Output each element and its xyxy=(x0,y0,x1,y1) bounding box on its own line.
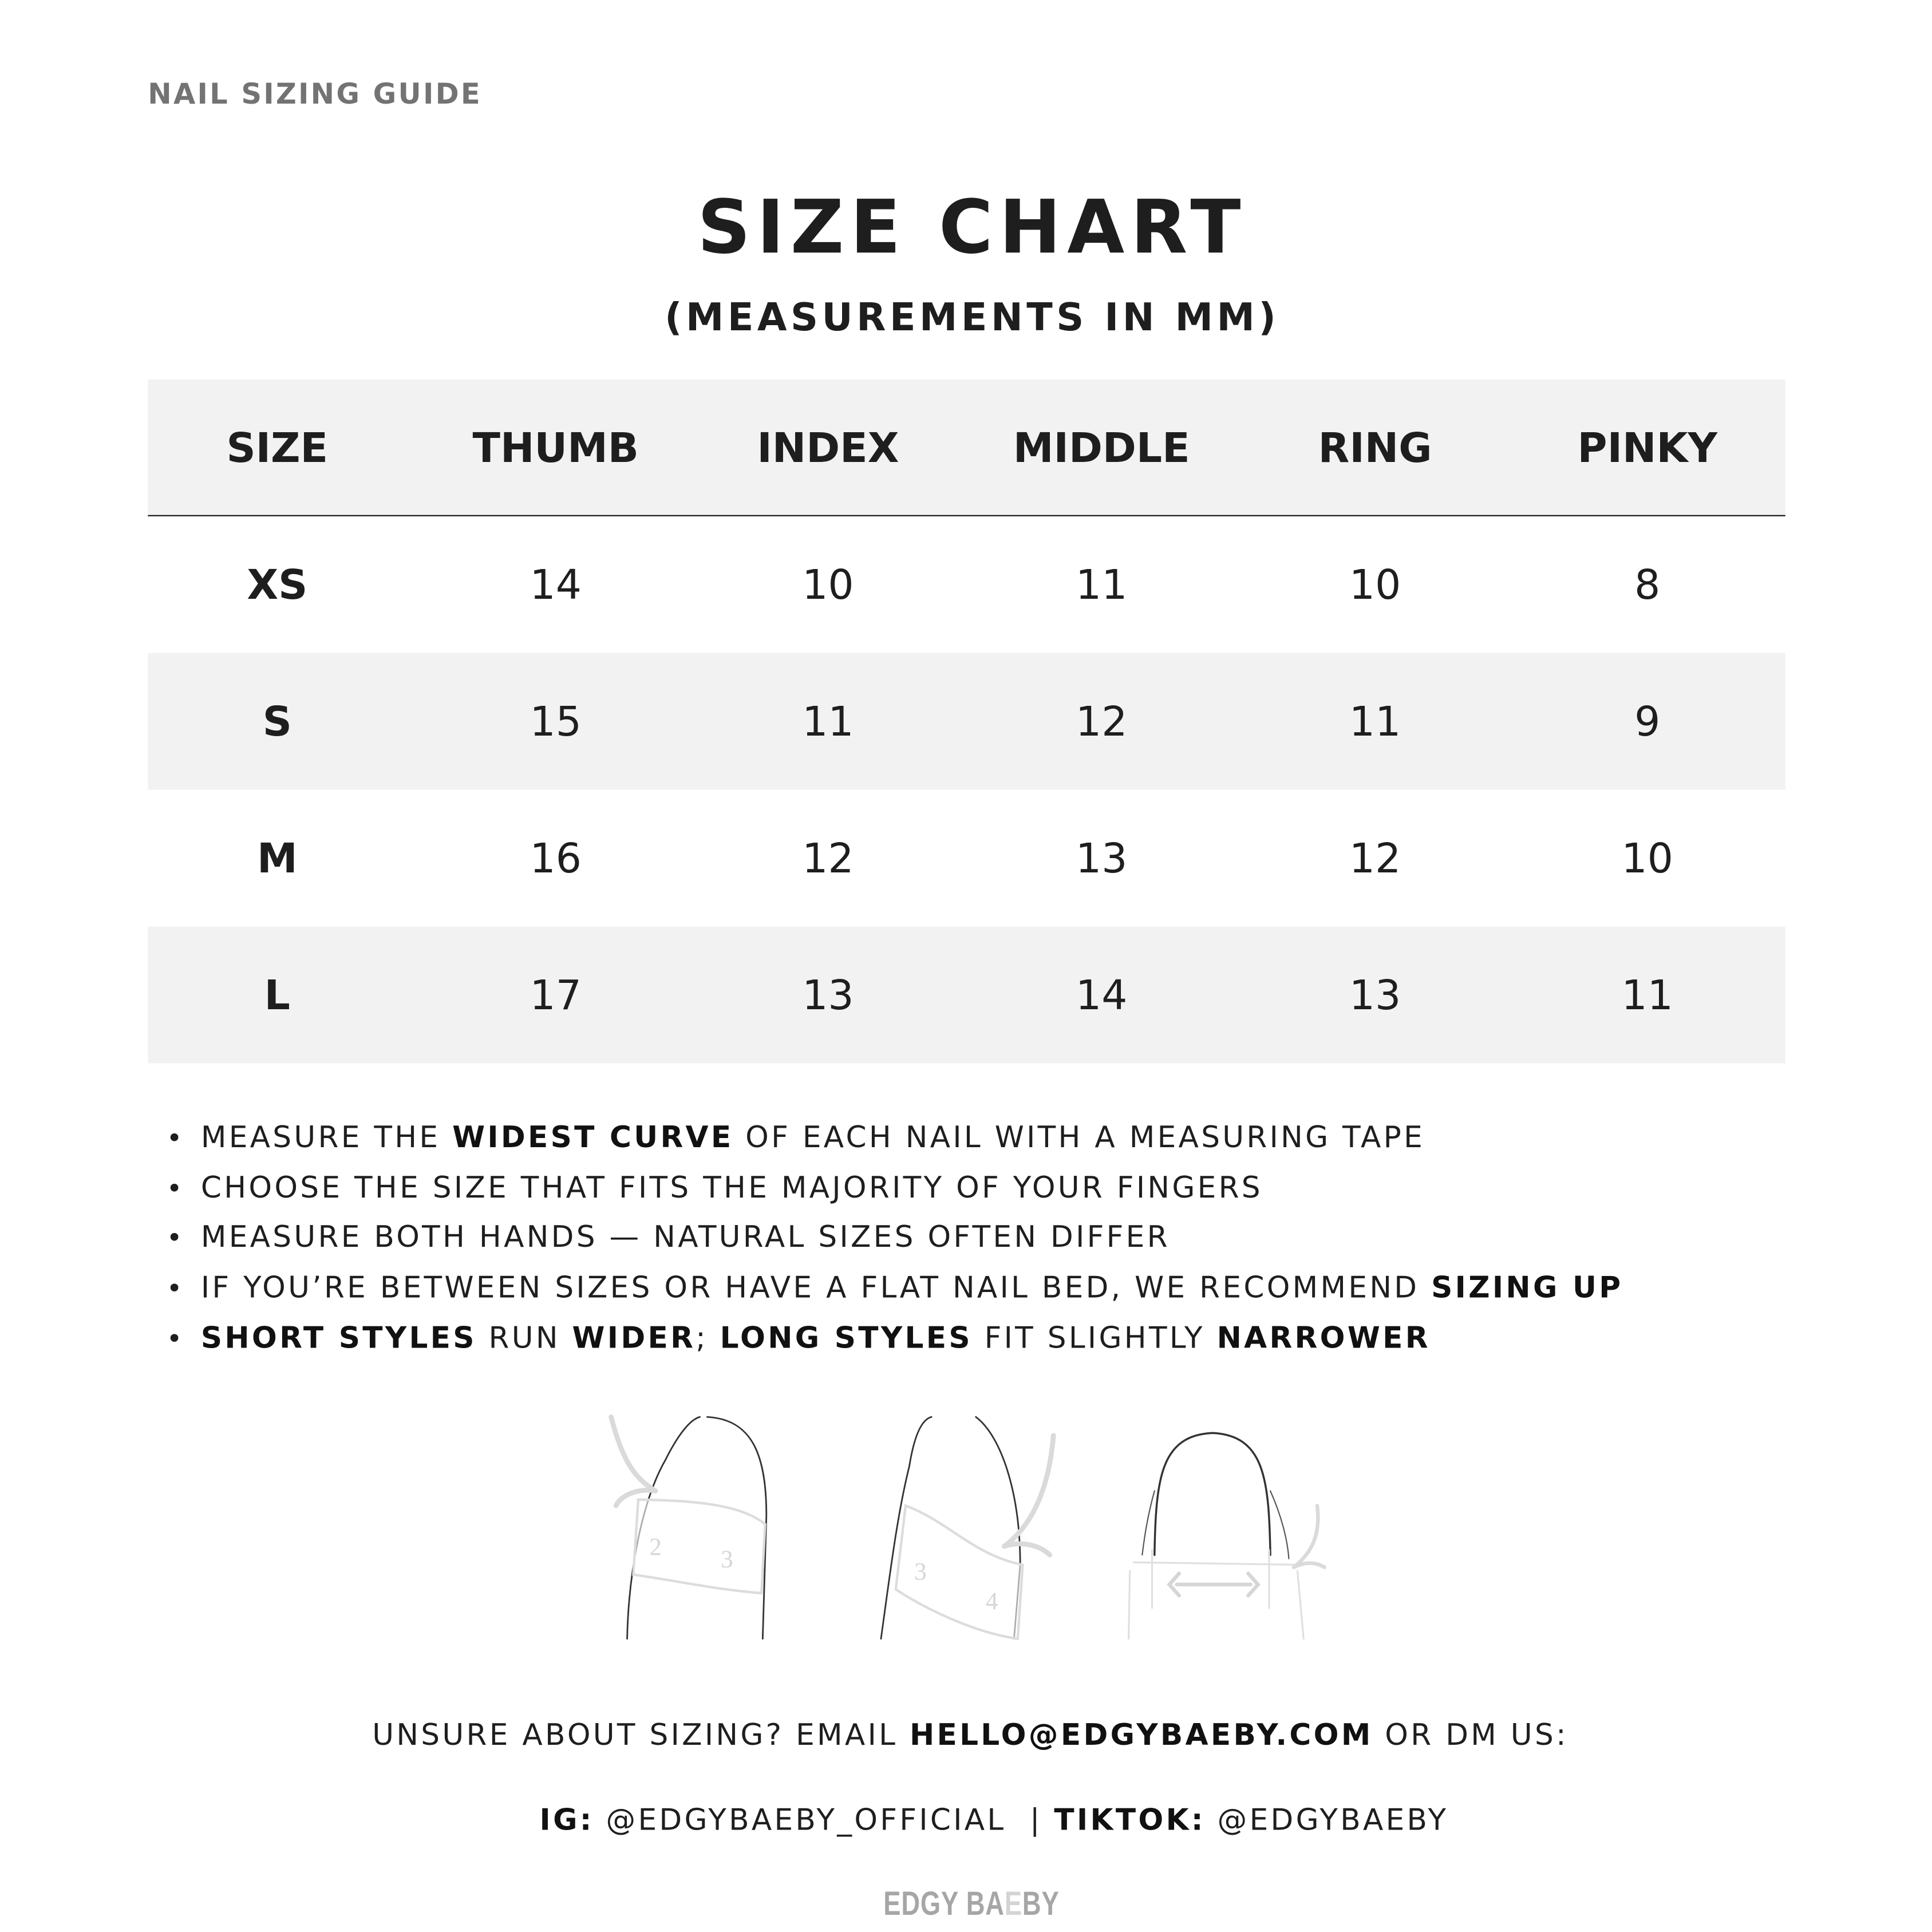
table-row: S 15 11 12 11 9 xyxy=(148,653,1785,790)
arrow-icon xyxy=(1001,1433,1056,1558)
table-cell: 12 xyxy=(1349,834,1401,883)
finger-outline xyxy=(880,1416,933,1640)
ig-handle[interactable]: @EDGYBAEBY_OFFICIAL xyxy=(594,1802,1030,1838)
table-cell: 13 xyxy=(1076,834,1128,883)
brand-logo: EDGY BAEBY xyxy=(883,1885,1060,1922)
finger-outline xyxy=(626,1416,701,1640)
tip-text: OF EACH NAIL WITH A MEASURING TAPE xyxy=(733,1120,1425,1155)
tip-text: NARROWER xyxy=(1216,1320,1431,1356)
email-link[interactable]: HELLO@EDGYBAEBY.COM xyxy=(909,1717,1373,1752)
tip-text: CHOOSE THE SIZE THAT FITS THE MAJORITY O… xyxy=(200,1170,1263,1205)
nail-outline xyxy=(1153,1432,1271,1556)
table-cell: 10 xyxy=(1621,834,1673,883)
tip-text: LONG STYLES xyxy=(720,1320,973,1356)
tip-item: SHORT STYLES RUN WIDER; LONG STYLES FIT … xyxy=(167,1317,1623,1367)
tip-text: RUN xyxy=(476,1320,572,1356)
contact-text: UNSURE ABOUT SIZING? EMAIL xyxy=(372,1717,910,1752)
finger-outline xyxy=(1141,1490,1155,1556)
contact-line-1: UNSURE ABOUT SIZING? EMAIL HELLO@EDGYBAE… xyxy=(0,1717,1932,1752)
table-cell: 17 xyxy=(530,971,582,1020)
tip-item: CHOOSE THE SIZE THAT FITS THE MAJORITY O… xyxy=(167,1167,1623,1217)
table-cell: 10 xyxy=(1349,560,1401,609)
column-header: INDEX xyxy=(757,423,899,472)
arrow-icon xyxy=(609,1414,658,1508)
tape-number: 3 xyxy=(721,1546,733,1573)
size-label: M xyxy=(256,834,298,883)
column-header: SIZE xyxy=(226,423,329,472)
table-row: XS 14 10 11 10 8 xyxy=(148,516,1785,653)
table-row: L 17 13 14 13 11 xyxy=(148,926,1785,1064)
kicker: NAIL SIZING GUIDE xyxy=(148,78,482,111)
tip-text: SHORT STYLES xyxy=(200,1320,477,1356)
table-header-row: SIZE THUMB INDEX MIDDLE RING PINKY xyxy=(148,379,1785,516)
tiktok-handle[interactable]: @EDGYBAEBY xyxy=(1205,1802,1449,1838)
tip-text: IF YOU’RE BETWEEN SIZES OR HAVE A FLAT N… xyxy=(200,1270,1432,1305)
finger-outline xyxy=(1270,1490,1290,1559)
table-cell: 11 xyxy=(1621,971,1673,1020)
tiktok-label: TIKTOK: xyxy=(1054,1802,1206,1838)
table-cell: 16 xyxy=(530,834,582,883)
table-cell: 14 xyxy=(1076,971,1128,1020)
tip-item: IF YOU’RE BETWEEN SIZES OR HAVE A FLAT N… xyxy=(167,1267,1623,1317)
tape-number: 4 xyxy=(986,1588,998,1615)
tip-text: WIDEST CURVE xyxy=(452,1120,734,1155)
column-header: PINKY xyxy=(1577,423,1717,472)
tips-list: MEASURE THE WIDEST CURVE OF EACH NAIL WI… xyxy=(167,1116,1623,1367)
table-cell: 11 xyxy=(802,697,854,746)
tip-item: MEASURE BOTH HANDS — NATURAL SIZES OFTEN… xyxy=(167,1216,1623,1267)
table-cell: 15 xyxy=(530,697,582,746)
tip-text: MEASURE THE xyxy=(200,1120,453,1155)
table-cell: 8 xyxy=(1634,560,1661,609)
tape-number: 2 xyxy=(649,1534,662,1560)
table-cell: 10 xyxy=(802,560,854,609)
table-cell: 13 xyxy=(802,971,854,1020)
tip-item: MEASURE THE WIDEST CURVE OF EACH NAIL WI… xyxy=(167,1116,1623,1167)
tape xyxy=(894,1504,1024,1641)
page-subtitle: (MEASUREMENTS IN MM) xyxy=(665,295,1280,341)
double-arrow-icon xyxy=(1167,1571,1261,1598)
tip-text: SIZING UP xyxy=(1431,1270,1623,1305)
table-row: M 16 12 13 12 10 xyxy=(148,790,1785,927)
size-label: L xyxy=(264,971,290,1020)
page-title: SIZE CHART xyxy=(697,184,1247,271)
finger-outline xyxy=(706,1416,768,1640)
finger-outline xyxy=(975,1416,1021,1640)
tip-text: MEASURE BOTH HANDS — NATURAL SIZES OFTEN… xyxy=(200,1220,1170,1255)
table-cell: 14 xyxy=(530,560,582,609)
ig-label: IG: xyxy=(539,1802,594,1838)
column-header: RING xyxy=(1318,423,1432,472)
table-cell: 11 xyxy=(1349,697,1401,746)
table-cell: 11 xyxy=(1076,560,1128,609)
tip-text: WIDER xyxy=(572,1320,696,1356)
contact-line-2: IG: @EDGYBAEBY_OFFICIAL | TIKTOK: @EDGYB… xyxy=(0,1768,1932,1872)
column-header: MIDDLE xyxy=(1013,423,1190,472)
contact-text: OR DM US: xyxy=(1373,1717,1568,1752)
tape-number: 3 xyxy=(914,1558,927,1585)
arrow-icon xyxy=(1291,1504,1327,1570)
tip-text: FIT SLIGHTLY xyxy=(972,1320,1217,1356)
tip-text: ; xyxy=(696,1320,720,1356)
column-header: THUMB xyxy=(472,423,639,472)
table-cell: 12 xyxy=(802,834,854,883)
separator: | xyxy=(1029,1802,1054,1838)
size-label: S xyxy=(262,697,292,746)
size-table: SIZE THUMB INDEX MIDDLE RING PINKY XS 14 10 11 10 8… xyxy=(148,379,1785,1064)
size-label: XS xyxy=(247,560,308,609)
tape xyxy=(632,1498,767,1595)
table-cell: 13 xyxy=(1349,971,1401,1020)
table-cell: 12 xyxy=(1076,697,1128,746)
table-cell: 9 xyxy=(1634,697,1661,746)
